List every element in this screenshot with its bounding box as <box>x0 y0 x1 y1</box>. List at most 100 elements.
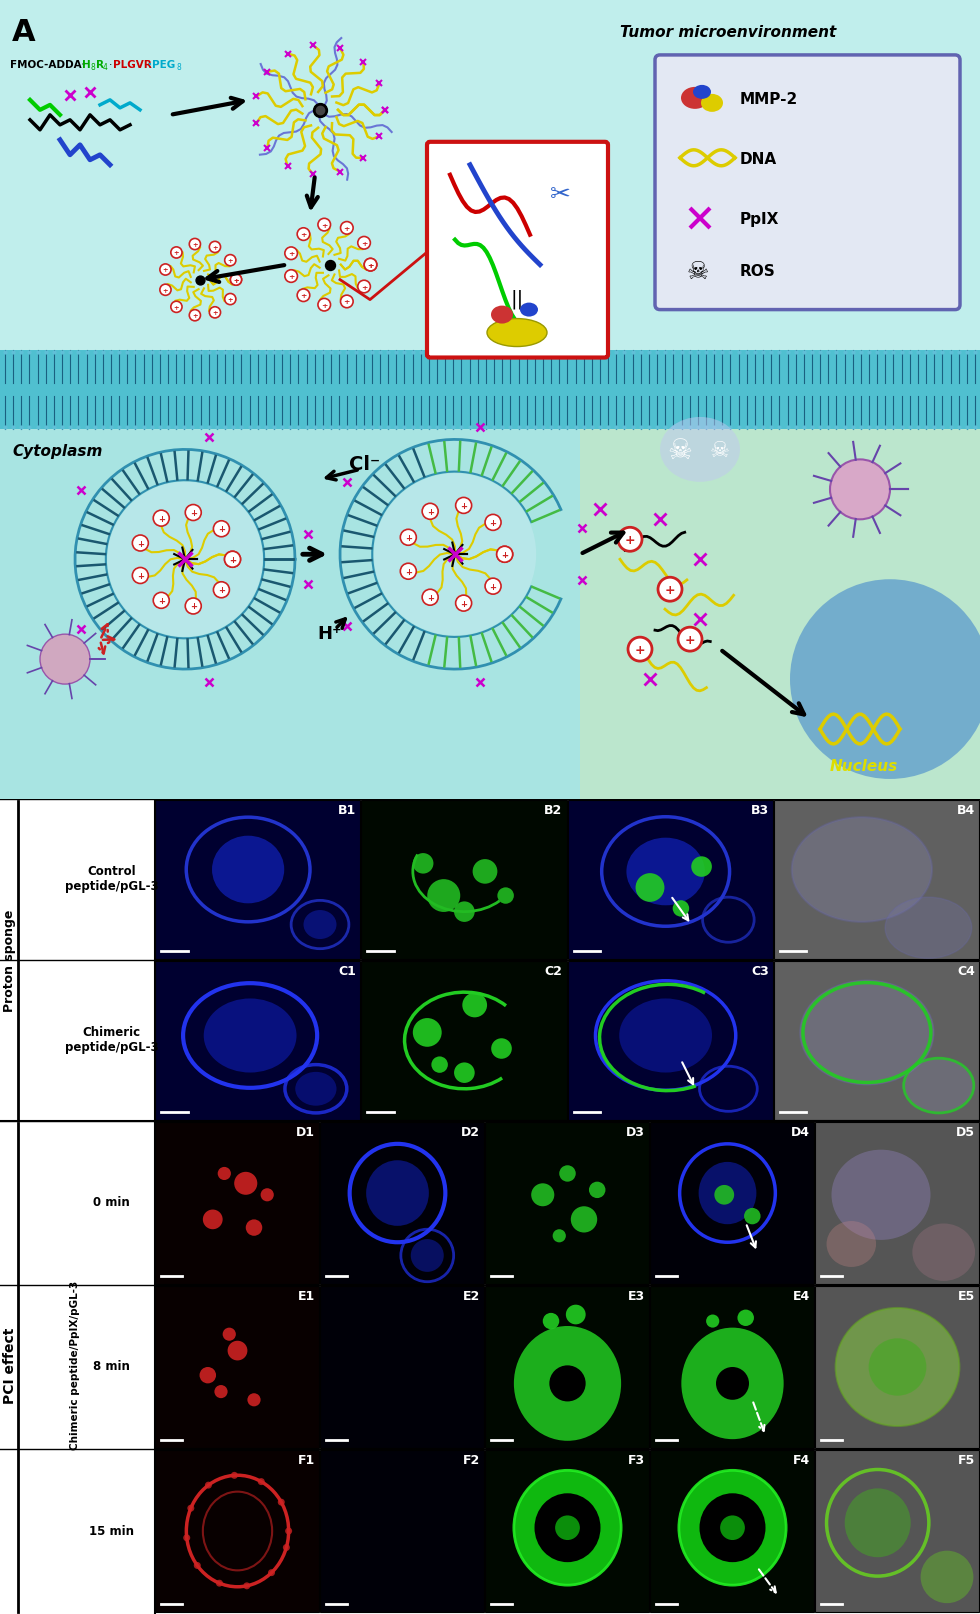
Text: 8: 8 <box>90 63 95 73</box>
Bar <box>774 960 979 1120</box>
Circle shape <box>560 1165 576 1181</box>
Circle shape <box>553 1230 565 1243</box>
Circle shape <box>485 515 501 531</box>
Text: +: + <box>344 226 350 232</box>
Text: Nucleus: Nucleus <box>830 760 899 775</box>
Circle shape <box>230 274 242 286</box>
Text: E1: E1 <box>298 1290 315 1302</box>
Ellipse shape <box>619 999 712 1073</box>
Text: +: + <box>192 313 198 320</box>
Text: D5: D5 <box>956 1127 975 1139</box>
Ellipse shape <box>626 838 705 905</box>
Text: MMP-2: MMP-2 <box>740 92 799 108</box>
Text: +: + <box>501 550 509 560</box>
Text: B1: B1 <box>338 804 357 817</box>
Ellipse shape <box>550 1365 586 1401</box>
Text: Cytoplasm: Cytoplasm <box>12 444 102 460</box>
Bar <box>774 801 979 959</box>
Text: +: + <box>233 278 239 284</box>
Circle shape <box>491 1038 512 1059</box>
Text: E4: E4 <box>793 1290 810 1302</box>
Text: +: + <box>227 297 233 303</box>
Bar <box>155 1286 319 1448</box>
Text: ✂: ✂ <box>550 182 570 207</box>
Text: +: + <box>300 294 307 299</box>
Circle shape <box>618 528 642 552</box>
Circle shape <box>132 568 148 584</box>
Ellipse shape <box>681 87 709 108</box>
Bar <box>650 1286 814 1448</box>
Circle shape <box>210 307 220 318</box>
Bar <box>815 1449 979 1612</box>
Circle shape <box>108 481 263 638</box>
Circle shape <box>691 857 711 876</box>
Ellipse shape <box>699 1162 757 1223</box>
Text: C3: C3 <box>751 965 768 978</box>
Text: ||: || <box>511 291 523 310</box>
Text: H⁺: H⁺ <box>318 625 342 642</box>
Bar <box>320 1286 484 1448</box>
Text: B2: B2 <box>544 804 563 817</box>
Circle shape <box>456 497 471 513</box>
Text: +: + <box>300 232 307 239</box>
Circle shape <box>153 510 170 526</box>
Ellipse shape <box>555 1516 580 1540</box>
Text: +: + <box>321 303 327 308</box>
Circle shape <box>277 1499 285 1506</box>
Circle shape <box>589 1181 606 1198</box>
Ellipse shape <box>487 318 547 347</box>
Ellipse shape <box>826 1222 876 1267</box>
Ellipse shape <box>885 897 972 959</box>
Circle shape <box>636 873 664 902</box>
Circle shape <box>340 295 353 308</box>
Text: +: + <box>229 555 236 565</box>
Text: +: + <box>664 584 675 597</box>
Ellipse shape <box>367 1160 429 1227</box>
Text: +: + <box>635 644 645 657</box>
Circle shape <box>214 521 229 537</box>
Circle shape <box>224 294 236 305</box>
Bar <box>580 389 980 799</box>
Circle shape <box>373 473 536 636</box>
Text: +: + <box>405 568 412 576</box>
Text: +: + <box>426 594 434 602</box>
Text: D1: D1 <box>296 1127 315 1139</box>
Circle shape <box>189 239 201 250</box>
Text: Chimeric peptide/PpIX/pGL-3: Chimeric peptide/PpIX/pGL-3 <box>70 1282 80 1449</box>
Text: Tumor microenvironment: Tumor microenvironment <box>620 24 836 40</box>
Circle shape <box>205 1482 212 1488</box>
Circle shape <box>400 563 416 579</box>
Text: +: + <box>368 263 373 268</box>
Circle shape <box>132 534 148 550</box>
Circle shape <box>672 901 689 917</box>
Text: +: + <box>233 278 239 284</box>
Text: +: + <box>288 274 294 281</box>
Text: +: + <box>163 268 169 273</box>
Circle shape <box>234 1172 258 1194</box>
Circle shape <box>456 596 471 612</box>
Text: ☠: ☠ <box>687 260 710 284</box>
Ellipse shape <box>800 980 934 1085</box>
Circle shape <box>189 310 201 321</box>
Text: +: + <box>213 245 218 250</box>
Text: +: + <box>190 508 197 518</box>
Circle shape <box>463 993 487 1017</box>
Text: D4: D4 <box>791 1127 810 1139</box>
FancyBboxPatch shape <box>655 55 960 310</box>
Circle shape <box>738 1309 754 1327</box>
Text: +: + <box>361 284 368 291</box>
Circle shape <box>365 258 376 271</box>
Bar <box>650 1449 814 1612</box>
Circle shape <box>422 504 438 520</box>
Text: +: + <box>218 586 224 596</box>
Text: A: A <box>12 18 35 47</box>
Circle shape <box>224 552 240 567</box>
Circle shape <box>498 888 514 904</box>
Text: +: + <box>173 250 179 257</box>
Ellipse shape <box>204 999 297 1073</box>
Text: +: + <box>227 258 233 265</box>
Circle shape <box>358 237 370 249</box>
Circle shape <box>358 281 370 292</box>
Bar <box>362 960 566 1120</box>
Text: ·: · <box>109 60 113 69</box>
